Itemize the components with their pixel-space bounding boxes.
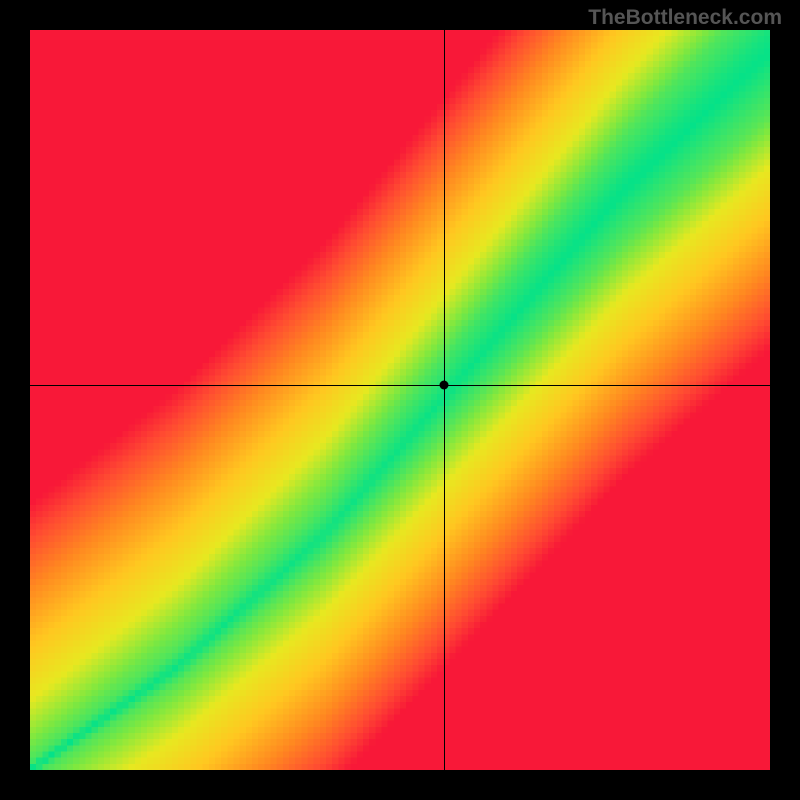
- crosshair-horizontal: [30, 385, 770, 386]
- crosshair-vertical: [444, 30, 445, 770]
- watermark-text: TheBottleneck.com: [588, 6, 782, 30]
- chart-container: TheBottleneck.com: [0, 0, 800, 800]
- crosshair-marker: [440, 381, 449, 390]
- bottleneck-heatmap: [30, 30, 770, 770]
